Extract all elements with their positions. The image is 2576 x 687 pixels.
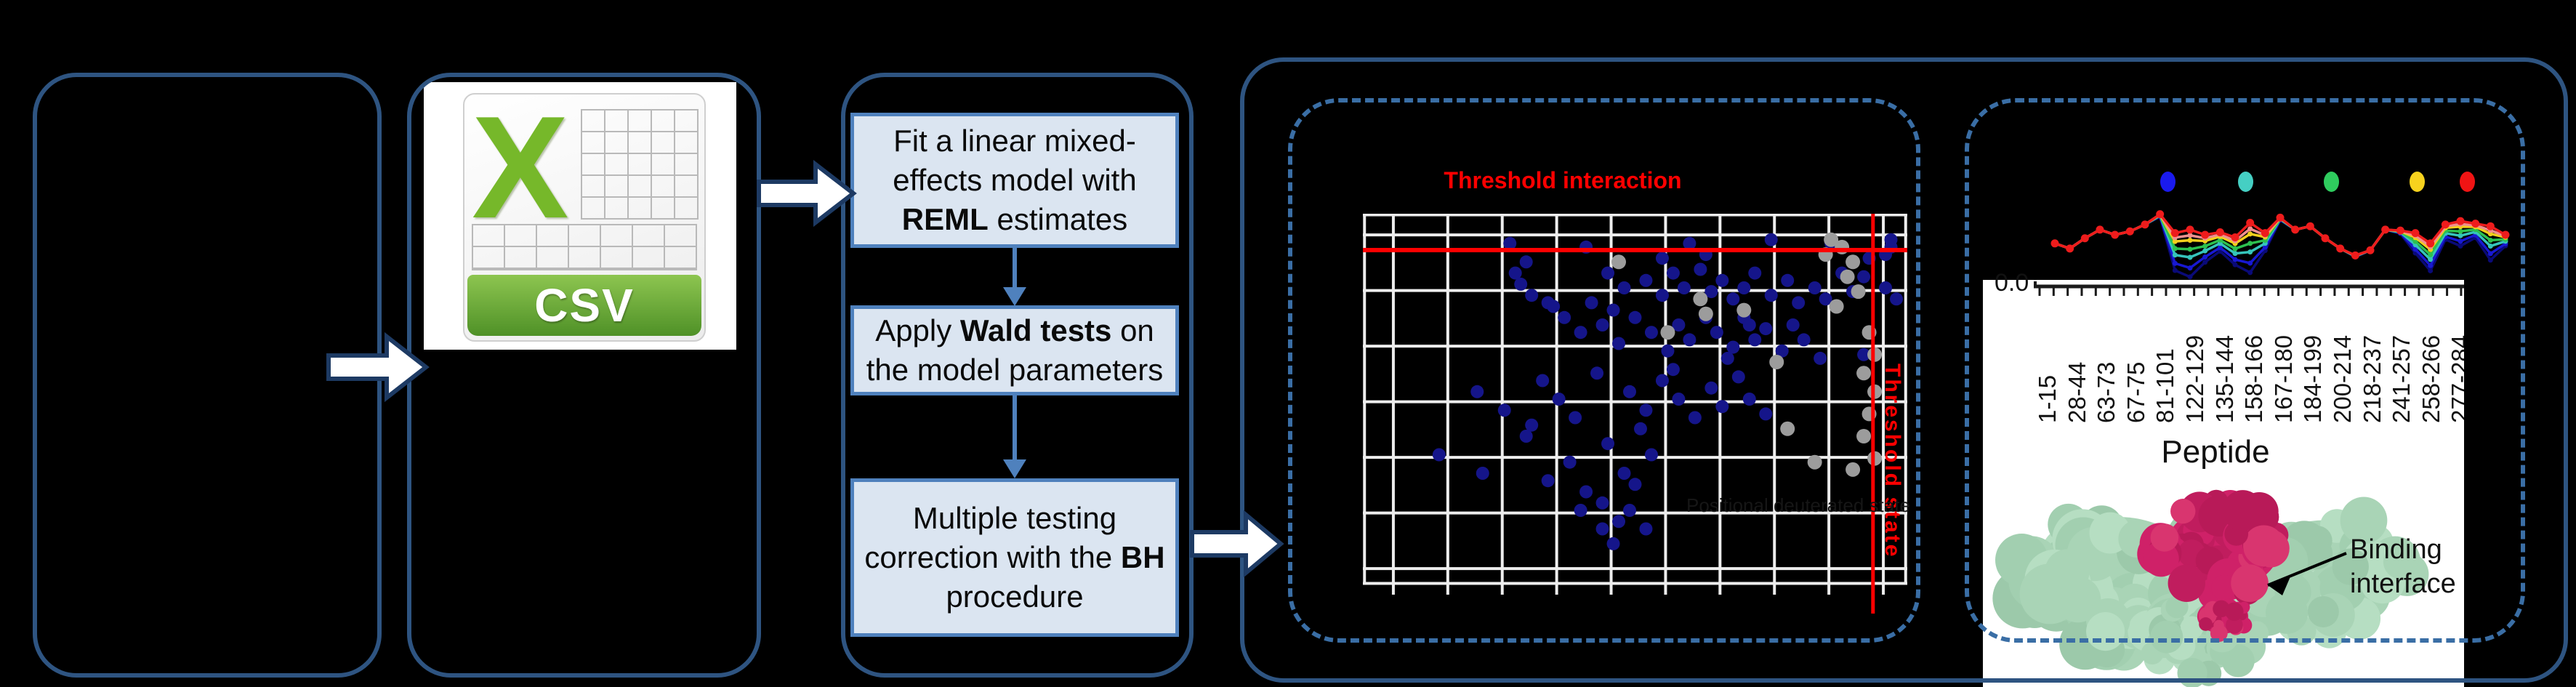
peptide-panel: 1-15 28-44 63-73 67-75 81-101 122-129 135-144 1… [1983, 280, 2464, 687]
step-text: Fit a linear mixed-effects model with [893, 124, 1137, 197]
scatter-ghost-axis-label: Positional deuterated state [1686, 494, 1910, 516]
right-arrow-icon [1190, 510, 1284, 578]
excel-x-icon: X [472, 93, 569, 249]
csv-file-icon: X CSV [463, 93, 706, 342]
legend-dot-icon [2410, 172, 2425, 192]
step-bh-correction: Multiple testing correction with the BH … [850, 478, 1179, 637]
peptide-tick-label: 258-266 [2417, 334, 2444, 423]
down-arrow-icon [1003, 395, 1026, 478]
peptide-tick-label: 122-129 [2181, 334, 2208, 423]
step-text-bold: Wald tests [959, 313, 1112, 347]
uptake-y-origin-label: 0.0 [1995, 269, 2029, 297]
peptide-tick-label: 218-237 [2358, 334, 2386, 423]
csv-banner: CSV [467, 275, 701, 336]
step-text: Apply [875, 313, 960, 347]
step-fit-model: Fit a linear mixed-effects model with RE… [850, 113, 1179, 248]
binding-interface-label: Binding interface [2350, 534, 2456, 599]
peptide-tick-label: 81-101 [2152, 348, 2179, 423]
step-text-bold: REML [901, 202, 989, 236]
peptide-tick-label: 1-15 [2034, 374, 2061, 423]
peptide-tick-label: 135-144 [2210, 334, 2238, 423]
spreadsheet-grid-icon [581, 109, 699, 220]
peptide-tick-label: 167-180 [2269, 334, 2297, 423]
legend-dot-icon [2160, 172, 2175, 192]
peptide-tick-label: 28-44 [2063, 361, 2090, 423]
peptide-tick-label: 241-257 [2388, 334, 2415, 423]
legend-dot-icon [2460, 172, 2475, 192]
csv-label: CSV [534, 279, 635, 332]
step-text: on the model parameters [866, 313, 1164, 387]
scatter-plot [1363, 214, 1907, 614]
peptide-tick-label: 184-199 [2299, 334, 2327, 423]
uptake-legend [2144, 172, 2493, 196]
peptide-axis-label: Peptide [2161, 434, 2270, 470]
step-text-bold: BH [1120, 540, 1165, 574]
right-arrow-icon [757, 159, 857, 228]
peptide-tick-label: 67-75 [2122, 361, 2149, 423]
threshold-state-label: Threshold state [1880, 363, 1904, 559]
peptide-tick-label: 63-73 [2093, 361, 2120, 423]
peptide-tick-label: 200-214 [2329, 334, 2356, 423]
right-arrow-icon [326, 332, 430, 403]
peptide-axis [2034, 281, 2464, 296]
scatter-title: Threshold interaction [1444, 167, 1682, 193]
down-arrow-icon [1003, 248, 1026, 306]
legend-dot-icon [2324, 172, 2339, 192]
peptide-tick-label: 277-284 [2447, 334, 2464, 423]
step-text: procedure [946, 579, 1084, 614]
peptide-tick-label: 158-166 [2240, 334, 2268, 423]
protein-structure-image [1992, 489, 2429, 687]
spreadsheet-grid-icon [472, 224, 697, 270]
step-text: estimates [988, 202, 1128, 236]
legend-dot-icon [2238, 172, 2253, 192]
step-text: Multiple testing correction with the [864, 501, 1121, 574]
uptake-line-chart [2050, 210, 2510, 280]
step-wald-tests: Apply Wald tests on the model parameters [850, 305, 1179, 395]
